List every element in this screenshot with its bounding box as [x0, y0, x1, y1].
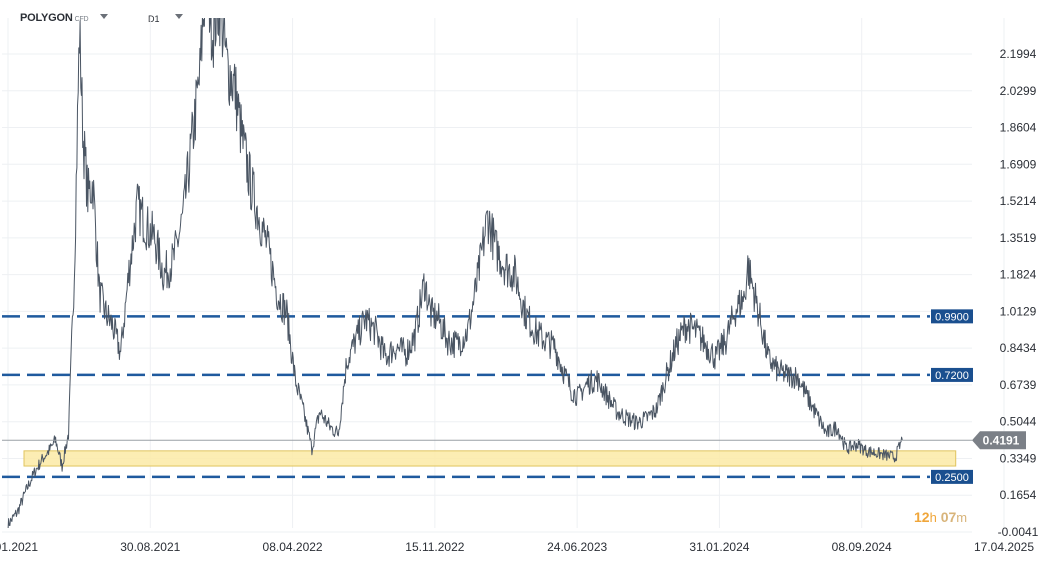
- x-axis: 21.01.2021 30.08.2021 08.04.2022 15.11.2022…: [0, 540, 1034, 554]
- candle-countdown: 12h 07m: [914, 509, 967, 525]
- x-tick-label: 24.06.2023: [547, 540, 607, 554]
- horizontal-levels: 0.9900 0.7200 0.2500: [2, 309, 973, 484]
- countdown-minutes: 07: [940, 509, 957, 525]
- x-tick-label: 15.11.2022: [405, 540, 464, 554]
- x-tick-label: 31.01.2024: [689, 540, 749, 554]
- level-label-box: [931, 309, 973, 324]
- level-label: 0.9900: [935, 311, 969, 323]
- x-tick-label: 17.04.2025: [974, 540, 1034, 554]
- y-tick-label: 1.6909: [1000, 157, 1037, 171]
- symbol-type: CFD: [74, 16, 89, 23]
- level-label: 0.2500: [935, 472, 969, 484]
- y-tick-label: 1.3519: [1000, 231, 1037, 245]
- x-tick-label: 08.09.2024: [832, 540, 892, 554]
- level-label-box: [931, 367, 973, 382]
- y-tick-label: 1.0129: [1000, 304, 1037, 318]
- y-tick-label: 0.5044: [1000, 415, 1037, 429]
- y-tick-label: 2.0299: [1000, 84, 1037, 98]
- x-tick-label: 08.04.2022: [263, 540, 323, 554]
- chart-toolbar: POLYGON CFD D1: [0, 0, 300, 34]
- symbol-selector[interactable]: POLYGON CFD: [20, 12, 89, 24]
- chart-grid: [2, 18, 1005, 533]
- price-series: [7, 18, 903, 528]
- y-tick-label: -0.0041: [998, 525, 1039, 539]
- support-zone: [23, 450, 957, 467]
- symbol-name: POLYGON: [20, 12, 73, 24]
- support-zone-layer: [23, 450, 957, 467]
- current-price-layer: 0.4191: [2, 431, 1026, 450]
- symbol-dropdown-chevron-down-icon[interactable]: [100, 14, 108, 19]
- countdown-minutes-unit: m: [956, 510, 968, 525]
- x-tick-label: 30.08.2021: [120, 540, 180, 554]
- current-price-tag: [972, 431, 1026, 450]
- y-tick-label: 0.1654: [1000, 488, 1037, 502]
- x-tick-label: 21.01.2021: [0, 540, 38, 554]
- y-tick-label: 0.6739: [1000, 378, 1037, 392]
- y-tick-label: 2.1994: [1000, 47, 1037, 61]
- countdown-hours-unit: h: [929, 510, 937, 525]
- level-label-box: [931, 469, 973, 484]
- y-tick-label: 1.5214: [1000, 194, 1037, 208]
- level-label: 0.7200: [935, 370, 969, 382]
- y-axis: 2.1994 2.0299 1.8604 1.6909 1.5214 1.3519 1.18…: [998, 47, 1039, 539]
- y-tick-label: 1.1824: [1000, 268, 1037, 282]
- price-line: [7, 18, 903, 528]
- countdown-hours: 12: [914, 509, 930, 525]
- timeframe-dropdown-chevron-down-icon[interactable]: [175, 14, 183, 19]
- y-tick-label: 0.8434: [1000, 341, 1037, 355]
- timeframe-selector[interactable]: D1: [148, 14, 160, 24]
- current-price-label: 0.4191: [983, 434, 1020, 448]
- y-tick-label: 0.3349: [1000, 451, 1037, 465]
- y-tick-label: 1.8604: [1000, 121, 1037, 135]
